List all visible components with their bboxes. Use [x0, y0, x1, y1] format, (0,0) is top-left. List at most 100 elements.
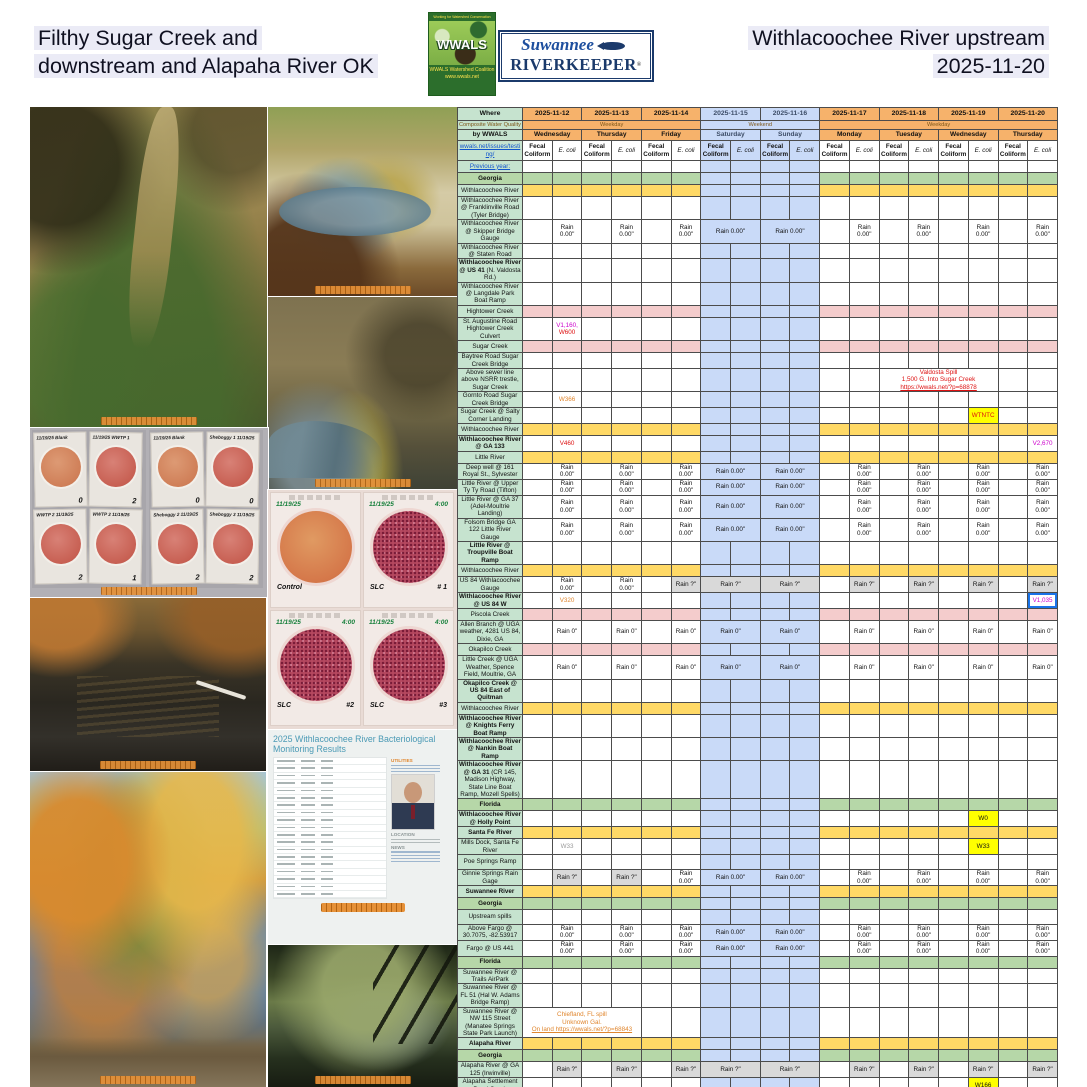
cell: [997, 352, 1029, 370]
cell: [581, 391, 613, 409]
cell: [581, 810, 613, 828]
cell: [878, 592, 910, 609]
cell: [789, 195, 821, 221]
table-row: St. Augustine Road Hightower Creek Culve…: [457, 316, 1058, 342]
spill-link[interactable]: On land https://wwals.net/?p=68843: [531, 1026, 633, 1034]
cell: [730, 340, 761, 354]
rain-cell: Rain 0.00": [551, 478, 583, 496]
cell: [730, 195, 761, 221]
value-cell: V2,670: [1027, 434, 1058, 452]
cell: [551, 826, 583, 840]
cell: [670, 407, 702, 424]
table-row: Withlacoochee River @ GA 133 V460 V2,670: [457, 434, 1058, 452]
rain-cell: Rain 0.00": [700, 939, 761, 957]
petri-dish: [157, 523, 198, 565]
cell: [670, 826, 702, 840]
webpage-cell-bar: [301, 856, 315, 858]
cell: [522, 1037, 553, 1051]
date-header: 2025-11-14: [640, 107, 702, 121]
cell: [759, 1049, 791, 1063]
cell: [938, 576, 969, 594]
cell: [611, 607, 642, 621]
cell: [938, 908, 969, 925]
cell: [848, 281, 880, 306]
corner-link[interactable]: wwals.net/issues/testing/: [459, 143, 521, 158]
petri-card-label: 11/19/25 Blank: [36, 434, 68, 441]
cell: [611, 172, 642, 185]
cell: [581, 854, 613, 871]
cell: [938, 407, 969, 424]
webpage-cell-bar: [277, 819, 295, 821]
cell: [581, 517, 613, 543]
cell: [819, 478, 850, 496]
cell: [730, 1049, 761, 1063]
table-row: Withlacoochee River @ US 41 (N. Valdosta…: [457, 258, 1058, 283]
value-cell: Chiefland, FL spill Unknown Gal. On land h…: [522, 1006, 642, 1039]
cell: [611, 737, 642, 762]
cell: [640, 737, 672, 762]
cell: [611, 564, 642, 578]
cell: [789, 407, 821, 424]
cell: [997, 1077, 1029, 1087]
cell: [938, 541, 969, 566]
rain-cell: Rain 0.00": [611, 939, 642, 957]
petri-closeup-header: 11/19/25: [271, 500, 360, 510]
table-row: Sugar Creek @ Salty Corner Landing WTNTC: [457, 407, 1058, 424]
cell: [730, 242, 761, 260]
cell: [938, 619, 969, 645]
ecoli-header: E. coli: [611, 140, 642, 161]
cell: [938, 352, 969, 370]
cell: [522, 160, 553, 173]
site-label-text: Withlacoochee River: [461, 704, 519, 712]
corner-label[interactable]: wwals.net/issues/testing/: [457, 140, 523, 161]
cell: [819, 541, 850, 566]
cell: [819, 923, 850, 941]
site-label-text: Sugar Creek: [472, 342, 508, 350]
cell: [640, 908, 672, 925]
cell: [878, 541, 910, 566]
webpage-cell-bar: [277, 774, 295, 777]
cell: [1027, 281, 1058, 306]
spill-link[interactable]: https://wwals.net/?p=68878: [900, 383, 977, 391]
webpage-sidebar-heading: UTILITIES: [391, 758, 413, 763]
table-row: Suwannee River @ NW 115 Street (Manatee …: [457, 1006, 1058, 1039]
cell: [611, 701, 642, 715]
rain-cell: Rain 0.00": [1027, 462, 1058, 480]
petri-closeup-name: SLC: [277, 702, 291, 709]
cell: [819, 422, 850, 436]
date-header: 2025-11-12: [521, 107, 583, 121]
rain-cell: Rain 0.00": [700, 462, 761, 480]
cell: [967, 983, 999, 1008]
site-label: Withlacoochee River: [457, 184, 523, 197]
cell: [551, 713, 583, 739]
cell: [759, 541, 791, 566]
cell: [967, 434, 999, 452]
cell: [670, 967, 702, 985]
cell: [819, 407, 850, 424]
webpage-table-row: [274, 765, 386, 773]
value-cell: W33: [551, 838, 583, 856]
cell: [997, 908, 1029, 925]
webpage-cell-bar: [277, 826, 295, 829]
webpage-sidebar-heading: NEWS: [391, 844, 405, 850]
cell: [848, 983, 880, 1008]
corner-label[interactable]: Previous year:: [457, 160, 523, 173]
cell: [997, 592, 1029, 609]
cell: [522, 462, 553, 480]
cell: [611, 391, 642, 409]
cell: [908, 896, 940, 910]
cell: [819, 983, 850, 1008]
corner-text: by WWALS: [472, 131, 508, 139]
cell: [848, 352, 880, 370]
rain-cell: Rain 0.00": [848, 923, 880, 941]
cell: [908, 1049, 940, 1063]
cell: [730, 304, 761, 318]
site-label: Deep well @ 161 Royal St., Sylvester: [457, 462, 523, 480]
cell: [611, 316, 642, 342]
cell: [581, 340, 613, 354]
corner-link[interactable]: Previous year:: [469, 162, 511, 170]
table-row: Mills Dock, Santa Fe River W33 W33: [457, 838, 1058, 856]
cell: [967, 1049, 999, 1063]
webpage-cell-bar: [301, 841, 315, 843]
week-band: Weekend: [700, 120, 821, 130]
